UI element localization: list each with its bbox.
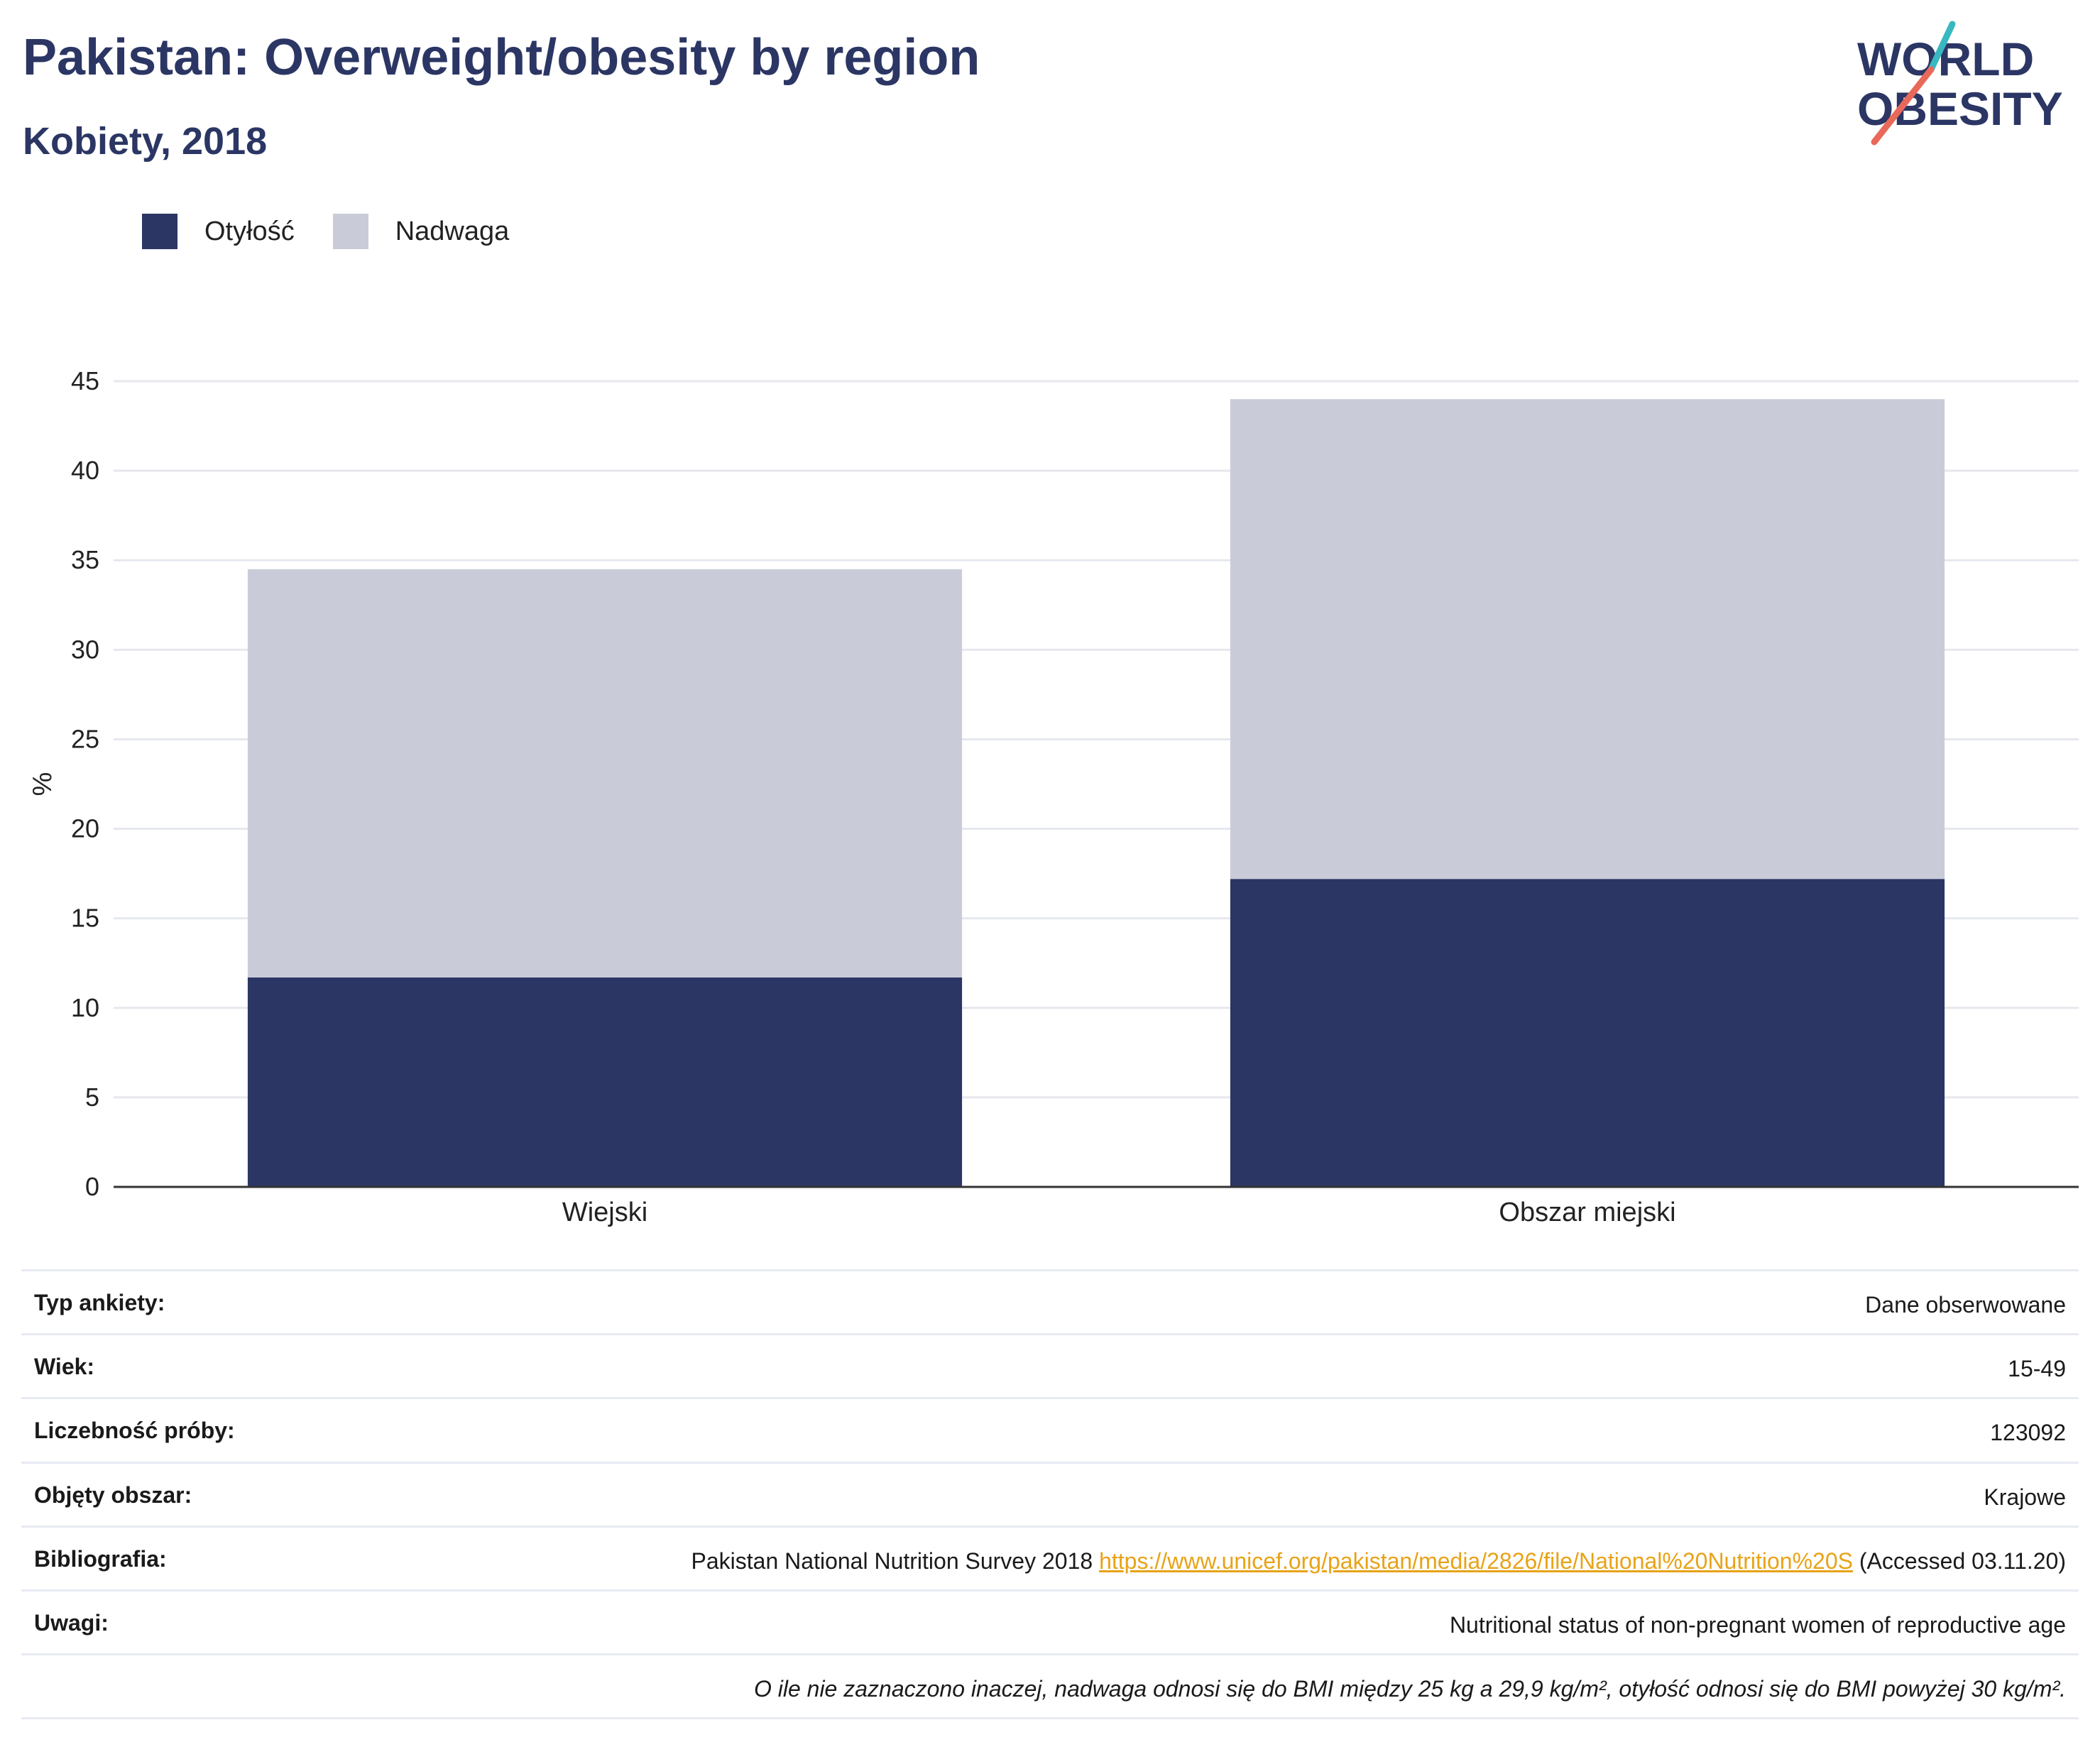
survey-info-table: Typ ankiety: Dane obserwowane Wiek: 15-4…	[21, 1269, 2079, 1720]
world-obesity-logo: WORLD OBESITY	[1857, 21, 2063, 146]
info-row-footnote: O ile nie zaznaczono inaczej, nadwaga od…	[21, 1653, 2079, 1720]
bibliography-link[interactable]: https://www.unicef.org/pakistan/media/28…	[1099, 1548, 1853, 1574]
chart-title: Pakistan: Overweight/obesity by region	[23, 29, 980, 86]
legend-item-obesity[interactable]: Otyłość	[142, 214, 295, 249]
info-row-bibliography: Bibliografia: Pakistan National Nutritio…	[21, 1525, 2079, 1591]
info-row-notes: Uwagi: Nutritional status of non-pregnan…	[21, 1589, 2079, 1655]
info-value: 123092	[473, 1397, 2079, 1463]
chart-subtitle: Kobiety, 2018	[23, 120, 268, 163]
info-value: 15-49	[473, 1333, 2079, 1398]
bibliography-accessed: (Accessed 03.11.20)	[1852, 1548, 2066, 1574]
y-tick-label: 0	[85, 1172, 99, 1201]
info-label-empty	[21, 1653, 473, 1720]
legend-swatch-obesity	[142, 214, 177, 249]
info-value: Krajowe	[473, 1461, 2079, 1527]
bar-segment	[1230, 879, 1945, 1187]
y-tick-label: 20	[71, 814, 99, 843]
info-row-survey-type: Typ ankiety: Dane obserwowane	[21, 1269, 2079, 1335]
y-tick-label: 25	[71, 724, 99, 753]
bar-segment	[247, 569, 963, 977]
info-label: Bibliografia:	[21, 1525, 473, 1591]
chart-legend: Otyłość Nadwaga	[142, 210, 547, 253]
bibliography-text: Pakistan National Nutrition Survey 2018	[691, 1548, 1100, 1574]
y-tick-label: 45	[71, 366, 99, 395]
y-tick-label: 30	[71, 635, 99, 664]
y-tick-label: 40	[71, 456, 99, 485]
x-category-label: Wiejski	[562, 1198, 647, 1227]
info-value: Nutritional status of non-pregnant women…	[473, 1589, 2079, 1655]
info-label: Wiek:	[21, 1333, 473, 1398]
legend-label-overweight: Nadwaga	[395, 216, 510, 246]
info-label: Typ ankiety:	[21, 1269, 473, 1335]
bar-segment	[1230, 399, 1945, 880]
logo-slash-top	[1927, 21, 1956, 73]
bibliography-value: Pakistan National Nutrition Survey 2018 …	[473, 1525, 2079, 1591]
bmi-footnote: O ile nie zaznaczono inaczej, nadwaga od…	[473, 1653, 2079, 1720]
y-tick-label: 10	[71, 993, 99, 1022]
info-row-age: Wiek: 15-49	[21, 1333, 2079, 1398]
info-label: Liczebność próby:	[21, 1397, 473, 1463]
info-label: Uwagi:	[21, 1589, 473, 1655]
y-tick-label: 5	[85, 1083, 99, 1112]
info-label: Objęty obszar:	[21, 1461, 473, 1527]
logo-line2: OBESITY	[1857, 82, 2063, 135]
logo-slash-bottom	[1871, 66, 1935, 146]
legend-item-overweight[interactable]: Nadwaga	[332, 214, 510, 249]
legend-label-obesity: Otyłość	[204, 216, 295, 246]
stacked-bar-chart: 0 5 10 15 20 25 30 35 40 45% Wiejski Obszar miejski	[28, 366, 2079, 1227]
y-tick-label: 15	[71, 904, 99, 933]
info-row-coverage: Objęty obszar: Krajowe	[21, 1461, 2079, 1527]
y-axis-label: %	[28, 772, 58, 796]
y-tick-label: 35	[71, 545, 99, 574]
info-row-sample-size: Liczebność próby: 123092	[21, 1397, 2079, 1463]
x-category-label: Obszar miejski	[1499, 1198, 1675, 1227]
legend-swatch-overweight	[332, 214, 368, 249]
info-value: Dane obserwowane	[473, 1269, 2079, 1335]
bar-segment	[247, 977, 963, 1187]
